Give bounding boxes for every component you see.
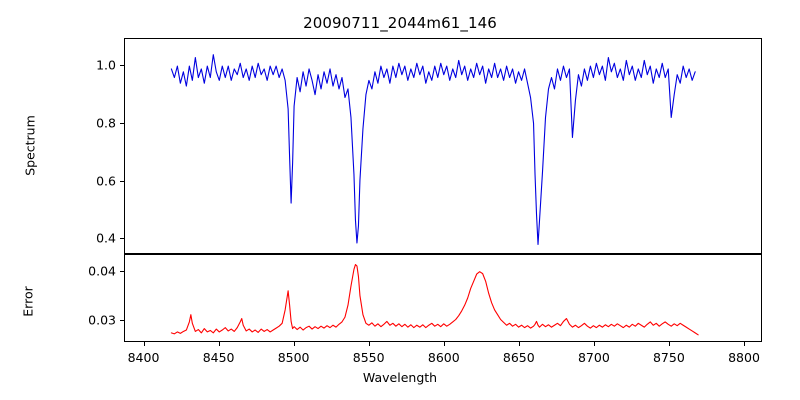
spectrum-y-tick bbox=[120, 238, 124, 240]
x-axis-tick bbox=[668, 342, 670, 346]
x-axis-tick bbox=[293, 342, 295, 346]
x-axis-tick bbox=[593, 342, 595, 346]
x-axis-tick-label: 8400 bbox=[127, 350, 160, 365]
x-axis-tick-label: 8800 bbox=[728, 350, 760, 365]
x-axis-tick-label: 8450 bbox=[202, 350, 235, 365]
error-line bbox=[171, 265, 698, 335]
spectrum-y-tick bbox=[120, 65, 124, 67]
x-axis-tick bbox=[143, 342, 145, 346]
figure-title: 20090711_2044m61_146 bbox=[303, 14, 497, 32]
spectrum-y-tick-label: 0.4 bbox=[96, 230, 116, 246]
spectrum-y-tick-label: 1.0 bbox=[96, 57, 116, 73]
spectrum-plot-area bbox=[125, 39, 761, 253]
spectrum-axes bbox=[124, 38, 762, 254]
error-y-tick-label: 0.04 bbox=[88, 263, 116, 279]
spectrum-y-tick-label: 0.8 bbox=[96, 115, 116, 131]
x-axis-tick bbox=[368, 342, 370, 346]
spectrum-y-tick-label: 0.6 bbox=[96, 173, 116, 189]
spectrum-line bbox=[171, 55, 695, 245]
x-axis-tick bbox=[218, 342, 220, 346]
spectrum-y-axis-label: Spectrum bbox=[22, 115, 38, 176]
x-axis-tick-label: 8550 bbox=[352, 350, 385, 365]
error-y-tick bbox=[120, 271, 124, 273]
x-axis-tick-label: 8600 bbox=[427, 350, 460, 365]
error-axes bbox=[124, 254, 762, 342]
x-axis-tick-label: 8700 bbox=[577, 350, 610, 365]
x-axis-tick bbox=[744, 342, 746, 346]
error-y-axis-label: Error bbox=[20, 286, 36, 317]
error-y-tick-label: 0.03 bbox=[88, 312, 116, 328]
error-y-tick bbox=[120, 320, 124, 322]
x-axis-tick-label: 8750 bbox=[652, 350, 685, 365]
x-axis-tick bbox=[443, 342, 445, 346]
error-plot-area bbox=[125, 255, 761, 341]
spectrum-y-tick bbox=[120, 123, 124, 125]
x-axis-tick-label: 8650 bbox=[502, 350, 535, 365]
x-axis-label: Wavelength bbox=[362, 370, 438, 385]
x-axis-tick-label: 8500 bbox=[277, 350, 310, 365]
x-axis-tick bbox=[518, 342, 520, 346]
spectrum-y-tick bbox=[120, 180, 124, 182]
